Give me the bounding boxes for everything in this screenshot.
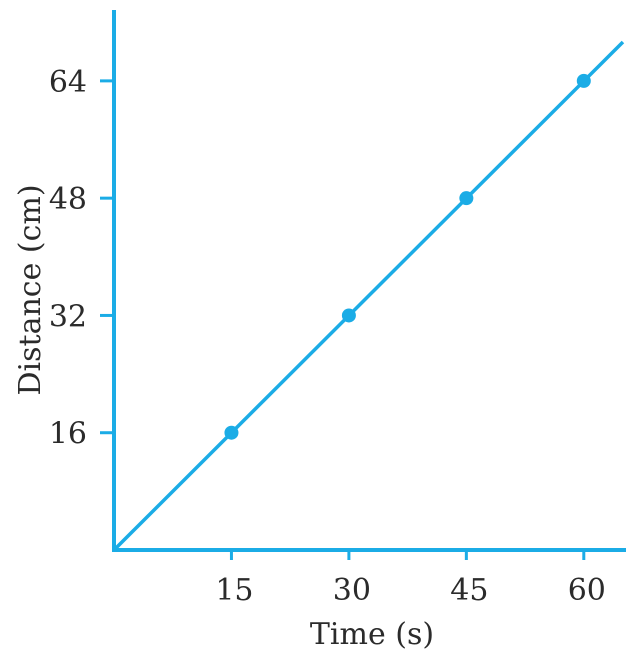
axes: [112, 10, 626, 552]
x-tick-label: 30: [333, 573, 371, 608]
x-tick-label: 45: [450, 573, 488, 608]
data-point: [576, 73, 591, 88]
x-tick-label: 15: [215, 573, 253, 608]
y-axis-title: Distance (cm): [13, 184, 48, 395]
x-ticks: 15 30 45 60: [215, 550, 606, 608]
data-point: [459, 191, 474, 206]
series-line: [112, 40, 625, 552]
data-point: [224, 425, 239, 440]
y-tick-label: 16: [49, 417, 87, 452]
y-ticks: 16 32 48 64: [49, 65, 114, 452]
y-tick-label: 32: [49, 299, 87, 334]
series: [112, 40, 625, 552]
y-tick-label: 48: [49, 182, 87, 217]
data-point: [341, 308, 356, 323]
y-tick-label: 64: [49, 65, 87, 100]
x-tick-label: 60: [568, 573, 606, 608]
x-axis-title: Time (s): [310, 617, 434, 652]
